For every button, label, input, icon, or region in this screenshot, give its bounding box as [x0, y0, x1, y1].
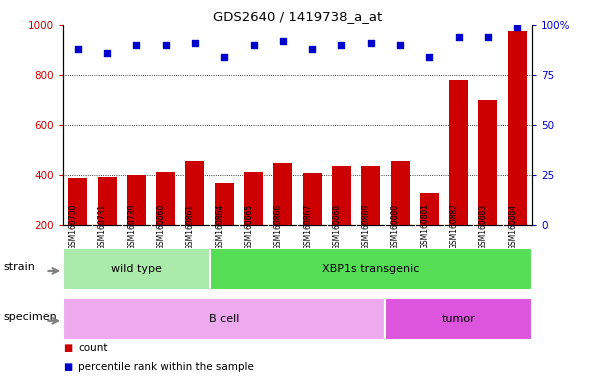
Text: percentile rank within the sample: percentile rank within the sample: [78, 362, 254, 372]
Text: GSM160864: GSM160864: [215, 204, 224, 250]
Bar: [303, 174, 322, 275]
Point: [219, 54, 229, 60]
Text: GSM160860: GSM160860: [157, 204, 166, 250]
Bar: [127, 175, 146, 275]
Text: GDS2640 / 1419738_a_at: GDS2640 / 1419738_a_at: [213, 10, 382, 23]
Text: GSM160865: GSM160865: [245, 204, 254, 250]
Text: GSM160731: GSM160731: [98, 204, 107, 250]
Text: GSM160868: GSM160868: [332, 204, 341, 250]
Bar: [420, 194, 439, 275]
Point: [513, 24, 522, 30]
Bar: [69, 179, 87, 275]
Bar: [508, 31, 526, 275]
Text: GSM160739: GSM160739: [127, 203, 136, 250]
Text: GSM160866: GSM160866: [274, 204, 283, 250]
Bar: [391, 161, 409, 275]
Text: GSM160880: GSM160880: [391, 204, 400, 250]
Bar: [215, 184, 234, 275]
Point: [454, 34, 463, 40]
Point: [366, 40, 376, 46]
Bar: [63, 298, 385, 340]
Bar: [244, 172, 263, 275]
Point: [337, 42, 346, 48]
Bar: [273, 163, 292, 275]
Bar: [156, 172, 175, 275]
Point: [102, 50, 112, 56]
Text: strain: strain: [3, 262, 35, 272]
Text: ■: ■: [63, 362, 72, 372]
Bar: [332, 166, 351, 275]
Bar: [210, 248, 532, 290]
Bar: [449, 80, 468, 275]
Point: [307, 46, 317, 52]
Text: count: count: [78, 343, 108, 353]
Text: tumor: tumor: [442, 314, 475, 324]
Bar: [186, 161, 204, 275]
Point: [249, 42, 258, 48]
Point: [161, 42, 171, 48]
Bar: [478, 100, 498, 275]
Text: GSM160882: GSM160882: [450, 204, 459, 250]
Point: [190, 40, 200, 46]
Text: GSM160884: GSM160884: [508, 204, 517, 250]
Text: wild type: wild type: [111, 264, 162, 274]
Text: GSM160867: GSM160867: [303, 204, 312, 250]
Bar: [63, 248, 210, 290]
Text: ■: ■: [63, 343, 72, 353]
Point: [483, 34, 493, 40]
Text: specimen: specimen: [3, 311, 57, 322]
Point: [395, 42, 405, 48]
Point: [278, 38, 288, 44]
Bar: [385, 298, 532, 340]
Text: GSM160730: GSM160730: [69, 203, 78, 250]
Bar: [361, 166, 380, 275]
Text: B cell: B cell: [209, 314, 239, 324]
Text: GSM160869: GSM160869: [362, 204, 371, 250]
Point: [73, 46, 82, 52]
Text: GSM160883: GSM160883: [479, 204, 488, 250]
Bar: [97, 177, 117, 275]
Point: [424, 54, 434, 60]
Text: GSM160861: GSM160861: [186, 204, 195, 250]
Text: GSM160881: GSM160881: [420, 204, 429, 250]
Text: XBP1s transgenic: XBP1s transgenic: [322, 264, 419, 274]
Point: [132, 42, 141, 48]
